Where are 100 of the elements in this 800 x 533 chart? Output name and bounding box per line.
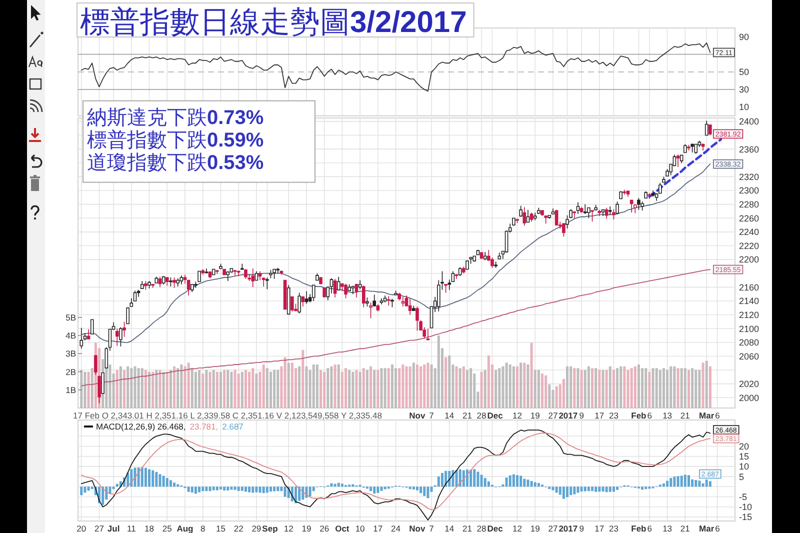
candlestick	[304, 290, 308, 304]
bar	[526, 480, 530, 487]
bar	[216, 372, 218, 408]
candlestick	[254, 270, 258, 281]
candlestick	[301, 296, 305, 307]
candlestick	[583, 204, 587, 214]
candlestick	[172, 277, 176, 288]
bar	[523, 362, 526, 408]
x-tick-label: 21	[680, 410, 690, 421]
candlestick	[622, 189, 626, 196]
candlestick	[658, 182, 662, 194]
bar	[219, 486, 222, 490]
bar	[162, 476, 165, 487]
candlestick	[519, 205, 522, 218]
bar	[234, 370, 236, 408]
candlestick	[630, 200, 634, 213]
x-tick-label: 22	[234, 524, 244, 533]
bar	[334, 364, 336, 408]
x-tick-label: 9	[579, 410, 584, 421]
candlestick	[312, 284, 316, 302]
x-tick-label: 6	[647, 410, 652, 421]
candlestick	[126, 306, 130, 324]
candlestick	[598, 209, 602, 216]
y2-tick-label: 3B	[66, 348, 76, 359]
bar	[670, 478, 672, 487]
bar	[452, 470, 454, 487]
bar	[269, 486, 272, 492]
candlestick	[348, 284, 351, 292]
y-tick-label: 90	[739, 32, 750, 42]
candlestick	[158, 276, 162, 288]
candlestick	[416, 306, 419, 332]
bar	[176, 484, 180, 487]
bar	[702, 362, 704, 408]
chart-title: 標普指數日線走勢圖3/2/2017	[80, 5, 467, 40]
bar	[248, 372, 251, 408]
y-tick-label: 2120	[739, 310, 760, 320]
y-tick-label: 2300	[739, 186, 760, 196]
bar	[284, 357, 286, 408]
series-label: 23.781,	[190, 422, 218, 432]
bar	[598, 370, 601, 408]
candlestick	[283, 280, 287, 310]
candlestick	[154, 276, 158, 284]
candlestick	[322, 287, 326, 298]
candlestick	[562, 222, 566, 238]
bar	[373, 486, 376, 494]
bar	[408, 486, 412, 490]
x-tick-label: 14	[444, 410, 454, 421]
bar	[466, 469, 468, 487]
candlestick	[654, 192, 658, 202]
bar	[330, 483, 333, 487]
x-tick-label: 12	[284, 524, 294, 533]
bar	[152, 372, 154, 408]
x-tick-label: Nov	[409, 524, 426, 533]
bar	[470, 470, 472, 487]
candlestick	[354, 283, 358, 298]
bar	[608, 486, 612, 492]
candlestick	[533, 212, 537, 221]
bar	[173, 482, 176, 487]
bar	[380, 486, 383, 491]
candlestick	[372, 294, 376, 307]
bar	[208, 486, 212, 492]
candlestick	[648, 192, 652, 200]
bar	[708, 481, 712, 487]
bar	[352, 484, 354, 487]
annotation: 17 Feb O 2,343.01 H 2,351.16 L 2,339.58 C 2,351.16 V 2,123,549,558 Y 2,335.48	[73, 410, 382, 421]
bar	[416, 486, 418, 490]
bar	[555, 486, 558, 493]
bar	[384, 486, 386, 490]
bar	[676, 476, 680, 487]
bar	[398, 368, 401, 408]
candlestick	[616, 201, 619, 214]
bar	[320, 370, 322, 408]
bar	[355, 370, 358, 408]
bar	[226, 486, 230, 490]
candlestick	[333, 278, 337, 298]
bar	[234, 486, 236, 490]
bar	[298, 486, 301, 501]
y2-tick-label: 1B	[66, 384, 76, 395]
candlestick	[119, 326, 122, 347]
candlestick	[498, 252, 502, 260]
x-tick-label: 19	[530, 524, 540, 533]
y-tick-label: 30	[739, 84, 750, 95]
bar	[223, 370, 226, 408]
candlestick	[222, 268, 226, 276]
candlestick	[204, 268, 208, 274]
x-tick-label: 13	[662, 524, 672, 533]
bar	[412, 486, 415, 490]
bar	[202, 486, 204, 492]
bar	[455, 366, 458, 408]
bar	[687, 475, 690, 487]
bar	[80, 486, 83, 496]
x-tick-label: Feb	[631, 410, 646, 421]
y-tick-label: -10	[739, 502, 752, 512]
bar	[484, 478, 486, 487]
bar	[626, 370, 630, 408]
candlestick	[219, 263, 222, 270]
bar	[570, 486, 572, 496]
bar	[458, 469, 462, 487]
candlestick	[576, 202, 580, 214]
bar	[202, 374, 204, 408]
